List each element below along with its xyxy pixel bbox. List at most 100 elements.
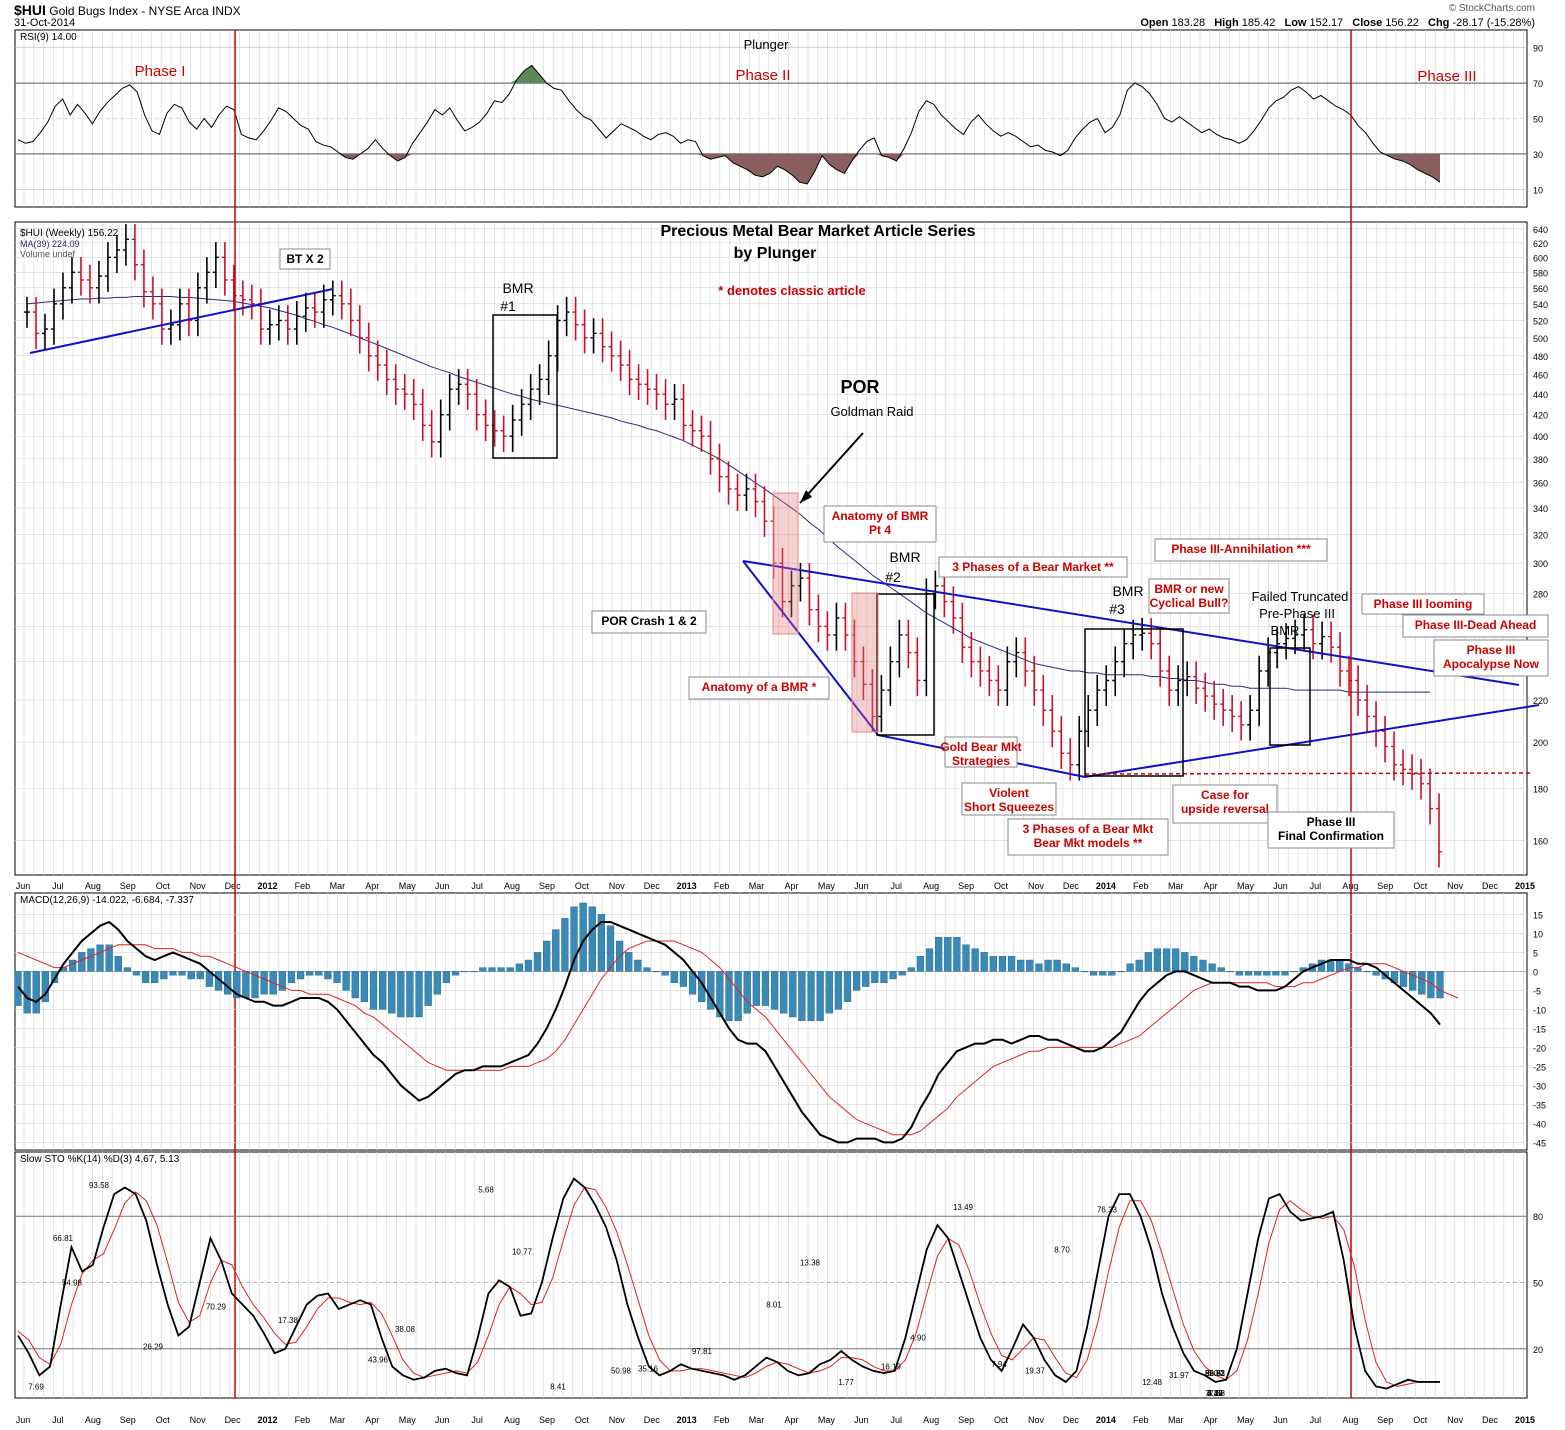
sto-value-label: 17.38 (278, 1316, 299, 1325)
rsi-line (17, 64, 1441, 185)
x-tick-label-bottom: Dec (1063, 1415, 1080, 1425)
goldman-raid-label: Goldman Raid (830, 404, 913, 419)
price-tick-label: 440 (1533, 390, 1548, 400)
macd-histogram-bar (998, 956, 1007, 972)
x-tick-label-bottom: Sep (1377, 1415, 1393, 1425)
price-bar (1337, 632, 1344, 687)
macd-histogram-bar (907, 967, 915, 972)
price-bar (1400, 749, 1407, 786)
macd-histogram-bar (862, 971, 870, 987)
price-bar (140, 249, 147, 308)
callout-strategies-text: Strategies (952, 754, 1010, 768)
x-tick-label: Dec (1063, 881, 1080, 891)
macd-histogram-bar (451, 971, 460, 976)
macd-histogram-bar (160, 971, 168, 980)
phase-1-label: Phase I (135, 63, 186, 80)
macd-histogram-bar (524, 959, 533, 972)
x-tick-label: Jun (435, 881, 450, 891)
price-bar (635, 364, 642, 400)
price-bar (365, 322, 372, 372)
macd-tick-label: 15 (1533, 910, 1543, 920)
callout-upside-reversal-text: upside reversal (1181, 802, 1269, 816)
callout-bmr-or-bull-text: Cyclical Bull? (1150, 596, 1229, 610)
macd-histogram-bar (78, 952, 86, 972)
close-value: 156.22 (1385, 17, 1419, 29)
price-bar (59, 272, 66, 320)
price-bar (122, 224, 129, 266)
macd-histogram-bar (1263, 971, 1271, 976)
macd-histogram-bar (953, 937, 961, 972)
price-bar (743, 473, 750, 511)
price-bar (1121, 628, 1128, 678)
callout-bt-x2-box (279, 248, 331, 270)
macd-histogram-bar (406, 971, 414, 1018)
callout-3-phases-text: 3 Phases of a Bear Market ** (952, 560, 1114, 574)
rsi-plunger-label: Plunger (744, 37, 789, 52)
x-tick-label-bottom: 2015 (1515, 1415, 1535, 1425)
macd-histogram-bar (1363, 971, 1371, 973)
price-tick-label: 280 (1533, 590, 1548, 600)
macd-tick-label: -45 (1533, 1138, 1546, 1148)
sto-value-label: 6.07 (1207, 1369, 1223, 1378)
callout-upside-reversal-text: Case for (1201, 788, 1249, 802)
macd-histogram-bar (1172, 948, 1180, 972)
price-bar (374, 340, 381, 381)
macd-histogram-bar (1035, 963, 1043, 972)
macd-histogram-bar (333, 971, 341, 984)
x-tick-label-bottom: Jun (16, 1415, 31, 1425)
phase-3-label: Phase III (1417, 68, 1476, 85)
macd-histogram-bar (141, 971, 150, 984)
price-bar (1139, 618, 1146, 651)
x-tick-label: Dec (225, 881, 242, 891)
macd-histogram-bar (944, 937, 952, 972)
macd-histogram-bar (743, 971, 751, 1014)
sto-value-label: 10.77 (512, 1247, 533, 1256)
x-tick-label: Nov (1028, 881, 1045, 891)
x-tick-label-bottom: Sep (958, 1415, 974, 1425)
macd-histogram-bar (169, 971, 177, 976)
price-bar (473, 379, 480, 431)
price-tick-label: 520 (1533, 316, 1548, 326)
bmr1-label: BMR (502, 280, 533, 296)
macd-histogram-bar (1062, 963, 1070, 972)
price-bar (1013, 637, 1020, 678)
callout-anatomy-pt4-text: Pt 4 (869, 523, 891, 537)
price-bar (752, 473, 759, 518)
macd-histogram-bar (461, 971, 469, 973)
price-bar (1112, 646, 1119, 697)
price-bar (545, 340, 552, 396)
price-bar (158, 288, 165, 345)
sto-value-label: 82.61 (1205, 1369, 1226, 1378)
macd-histogram-bar (533, 952, 542, 972)
macd-histogram-bar (1162, 948, 1171, 972)
sto-value-label: 7.69 (28, 1382, 44, 1391)
macd-histogram-bar (105, 944, 113, 972)
callout-bmr-or-bull-box (1148, 578, 1230, 614)
macd-histogram-bar (734, 971, 742, 1022)
price-bar (293, 301, 300, 345)
trendline (1084, 704, 1540, 778)
price-bar (824, 611, 831, 651)
price-bar (455, 369, 462, 405)
chart-date: 31-Oct-2014 (14, 17, 76, 29)
x-tick-label: Oct (156, 881, 171, 891)
price-tick-label: 580 (1533, 268, 1548, 278)
sto-value-label: 12.48 (1142, 1378, 1163, 1387)
macd-tick-label: 5 (1533, 948, 1538, 958)
macd-histogram-bar (342, 971, 350, 991)
price-bar (446, 374, 453, 431)
x-tick-label-bottom: Nov (190, 1415, 207, 1425)
price-bar (1418, 758, 1425, 800)
macd-histogram-bar (296, 971, 305, 980)
macd-histogram-bar (1244, 971, 1253, 976)
x-tick-label: Aug (504, 881, 520, 891)
sto-legend: Slow STO %K(14) %D(3) 4.67, 5.13 (20, 1154, 180, 1165)
macd-histogram-bar (388, 971, 396, 1014)
macd-histogram-bar (1254, 971, 1262, 976)
price-bar (1238, 701, 1245, 741)
price-bar (1364, 684, 1371, 733)
price-bar (608, 331, 615, 372)
macd-histogram-bar (925, 948, 934, 972)
macd-histogram-bar (479, 967, 487, 972)
price-bar (1328, 621, 1335, 663)
